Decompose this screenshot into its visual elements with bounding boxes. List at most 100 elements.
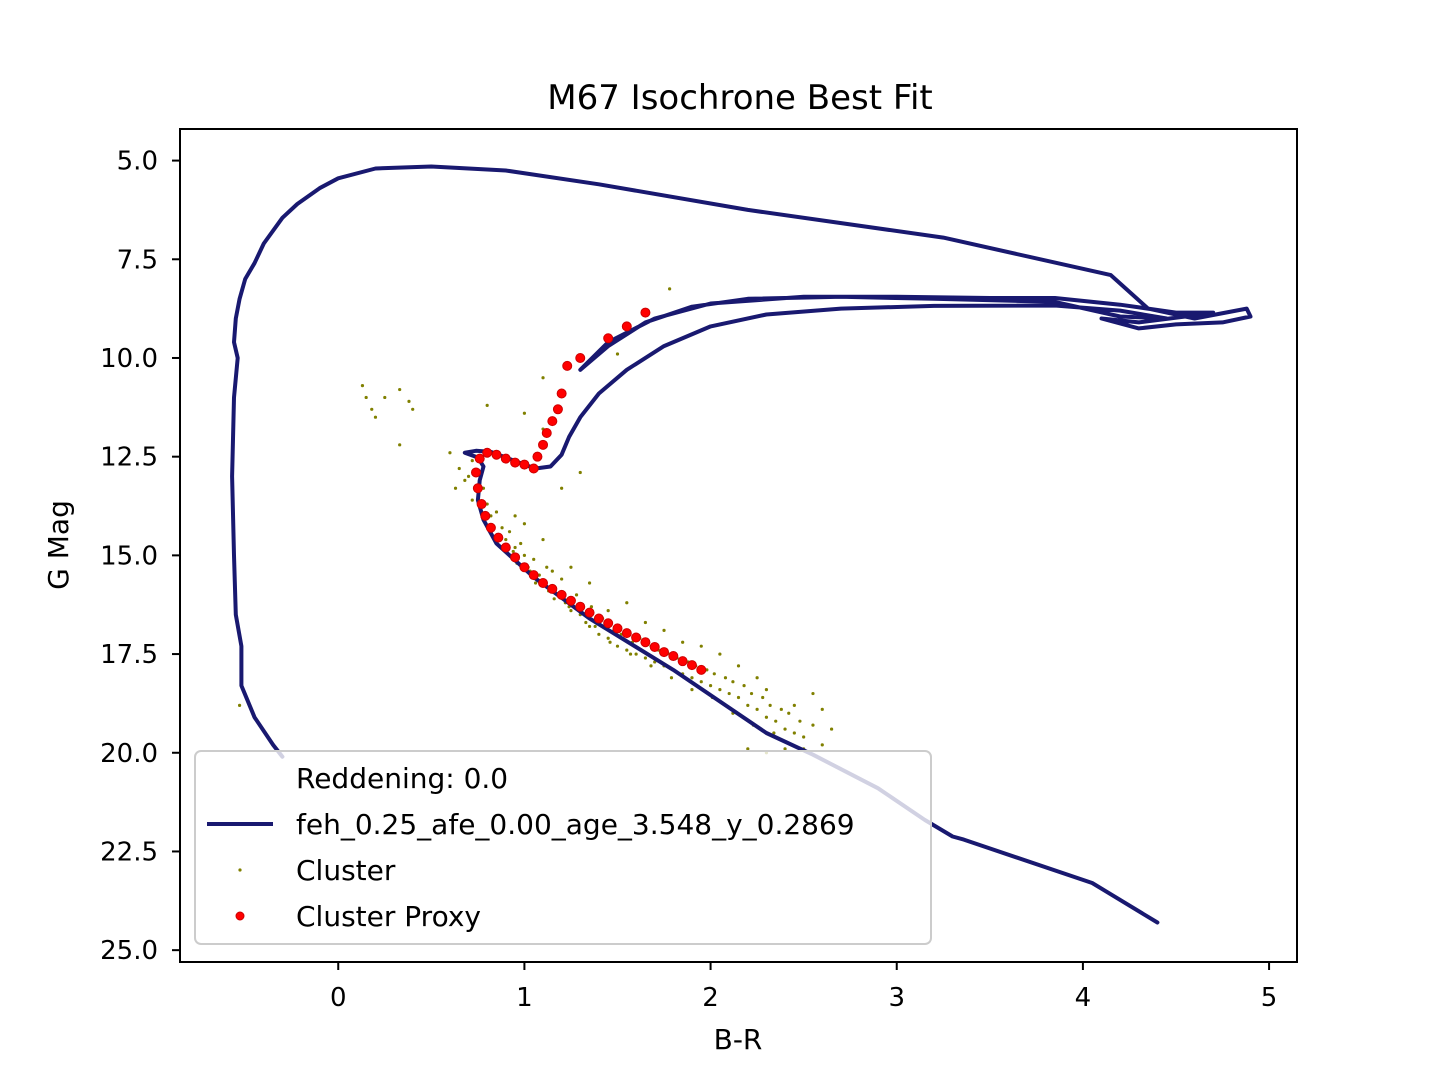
cluster-point xyxy=(829,727,834,731)
cluster-point xyxy=(569,609,573,613)
y-tick-label: 10.0 xyxy=(100,344,158,374)
cluster-point xyxy=(383,395,387,400)
cluster-proxy-point xyxy=(677,656,688,667)
cluster-point xyxy=(574,593,579,597)
cluster-point xyxy=(519,541,523,546)
cluster-point xyxy=(643,620,648,625)
y-axis: 5.0 7.5 10.0 12.5 15.0 17.5 20.0 22.5 25.0 xyxy=(100,147,180,966)
cluster-point xyxy=(608,640,612,644)
legend-cluster-swatch xyxy=(238,868,242,872)
cluster-point xyxy=(690,687,694,692)
cluster-point xyxy=(774,719,778,723)
cluster-proxy-point xyxy=(696,664,707,675)
cluster-point xyxy=(742,684,746,688)
data-marks xyxy=(230,164,1253,925)
x-tick-label: 0 xyxy=(330,983,347,1013)
cluster-point xyxy=(764,687,769,692)
cluster-point xyxy=(370,407,374,411)
cluster-proxy-point xyxy=(480,510,491,521)
cluster-point xyxy=(522,553,527,557)
cluster-point xyxy=(494,510,499,514)
cluster-point xyxy=(550,569,554,573)
cluster-proxy-point xyxy=(575,601,586,612)
cluster-point xyxy=(532,557,536,561)
cluster-point xyxy=(668,287,672,291)
chart-title: M67 Isochrone Best Fit xyxy=(547,78,932,118)
cluster-point xyxy=(407,399,411,404)
cluster-point xyxy=(593,624,597,629)
cluster-point xyxy=(541,537,545,542)
cluster-proxy-point xyxy=(556,388,567,399)
cluster-proxy-point xyxy=(476,499,487,510)
cluster-proxy-point xyxy=(493,532,504,543)
cluster-point xyxy=(237,703,242,707)
cluster-point xyxy=(513,545,517,550)
cluster-point xyxy=(820,707,824,711)
x-tick-label: 1 xyxy=(516,983,533,1013)
cluster-proxy-point xyxy=(519,459,530,470)
cluster-point xyxy=(787,711,791,715)
cluster-point xyxy=(662,628,666,632)
cluster-proxy-point xyxy=(640,307,651,318)
legend-proxy-swatch xyxy=(235,911,245,921)
cluster-proxy-point xyxy=(612,623,623,634)
cluster-point xyxy=(681,640,685,644)
cluster-point xyxy=(708,684,713,688)
x-axis: 0 1 2 3 4 5 xyxy=(330,962,1277,1013)
cluster-point xyxy=(718,652,722,656)
cluster-proxy-point xyxy=(491,449,502,460)
cluster-point xyxy=(802,735,806,739)
cluster-point xyxy=(560,486,564,490)
cluster-point xyxy=(792,703,796,707)
cluster-proxy-point xyxy=(640,637,651,648)
cluster-point xyxy=(398,443,402,447)
cluster-proxy-point xyxy=(575,352,586,363)
cluster-proxy-point xyxy=(538,439,549,450)
cluster-proxy-point xyxy=(528,463,539,474)
cluster-point xyxy=(768,703,772,707)
cluster-point xyxy=(587,624,592,629)
cluster-proxy-point xyxy=(631,632,642,643)
cluster-proxy-point xyxy=(552,404,563,415)
cluster-proxy-point xyxy=(686,660,697,671)
x-axis-label: B-R xyxy=(714,1023,763,1056)
cluster-point xyxy=(736,664,741,668)
cluster-proxy-point xyxy=(547,416,558,427)
cluster-point xyxy=(712,672,716,676)
cluster-point xyxy=(578,470,582,475)
cluster-point xyxy=(783,747,787,751)
cluster-point xyxy=(597,632,601,636)
cluster-point xyxy=(690,676,694,680)
cluster-point xyxy=(448,451,452,455)
y-tick-label: 25.0 xyxy=(100,936,158,966)
y-tick-label: 5.0 xyxy=(117,147,158,177)
cluster-point xyxy=(699,680,703,684)
cluster-point xyxy=(772,731,776,735)
cluster-proxy-point xyxy=(603,618,614,629)
cluster-point xyxy=(398,387,402,392)
cluster-point xyxy=(522,522,527,526)
cluster-point xyxy=(511,549,515,554)
cluster-proxy-point xyxy=(649,641,660,652)
y-tick-label: 22.5 xyxy=(100,837,158,867)
cluster-point xyxy=(746,747,750,751)
y-tick-label: 15.0 xyxy=(100,541,158,571)
cluster-proxy-point xyxy=(528,570,539,581)
cluster-point xyxy=(584,620,588,625)
cluster-point xyxy=(504,537,508,542)
cluster-proxy-point xyxy=(621,321,632,332)
cluster-point xyxy=(541,376,545,380)
y-tick-label: 7.5 xyxy=(117,245,158,275)
cluster-point xyxy=(723,676,728,680)
cluster-point xyxy=(411,407,415,411)
cluster-proxy-point xyxy=(659,647,670,658)
cluster-point xyxy=(625,601,629,605)
cluster-point xyxy=(507,530,512,534)
cluster-point xyxy=(606,609,610,613)
cluster-point xyxy=(746,703,750,707)
cluster-point xyxy=(470,498,474,502)
cluster-proxy-point xyxy=(472,483,483,494)
cluster-proxy-point xyxy=(532,451,543,462)
y-tick-label: 12.5 xyxy=(100,443,158,473)
